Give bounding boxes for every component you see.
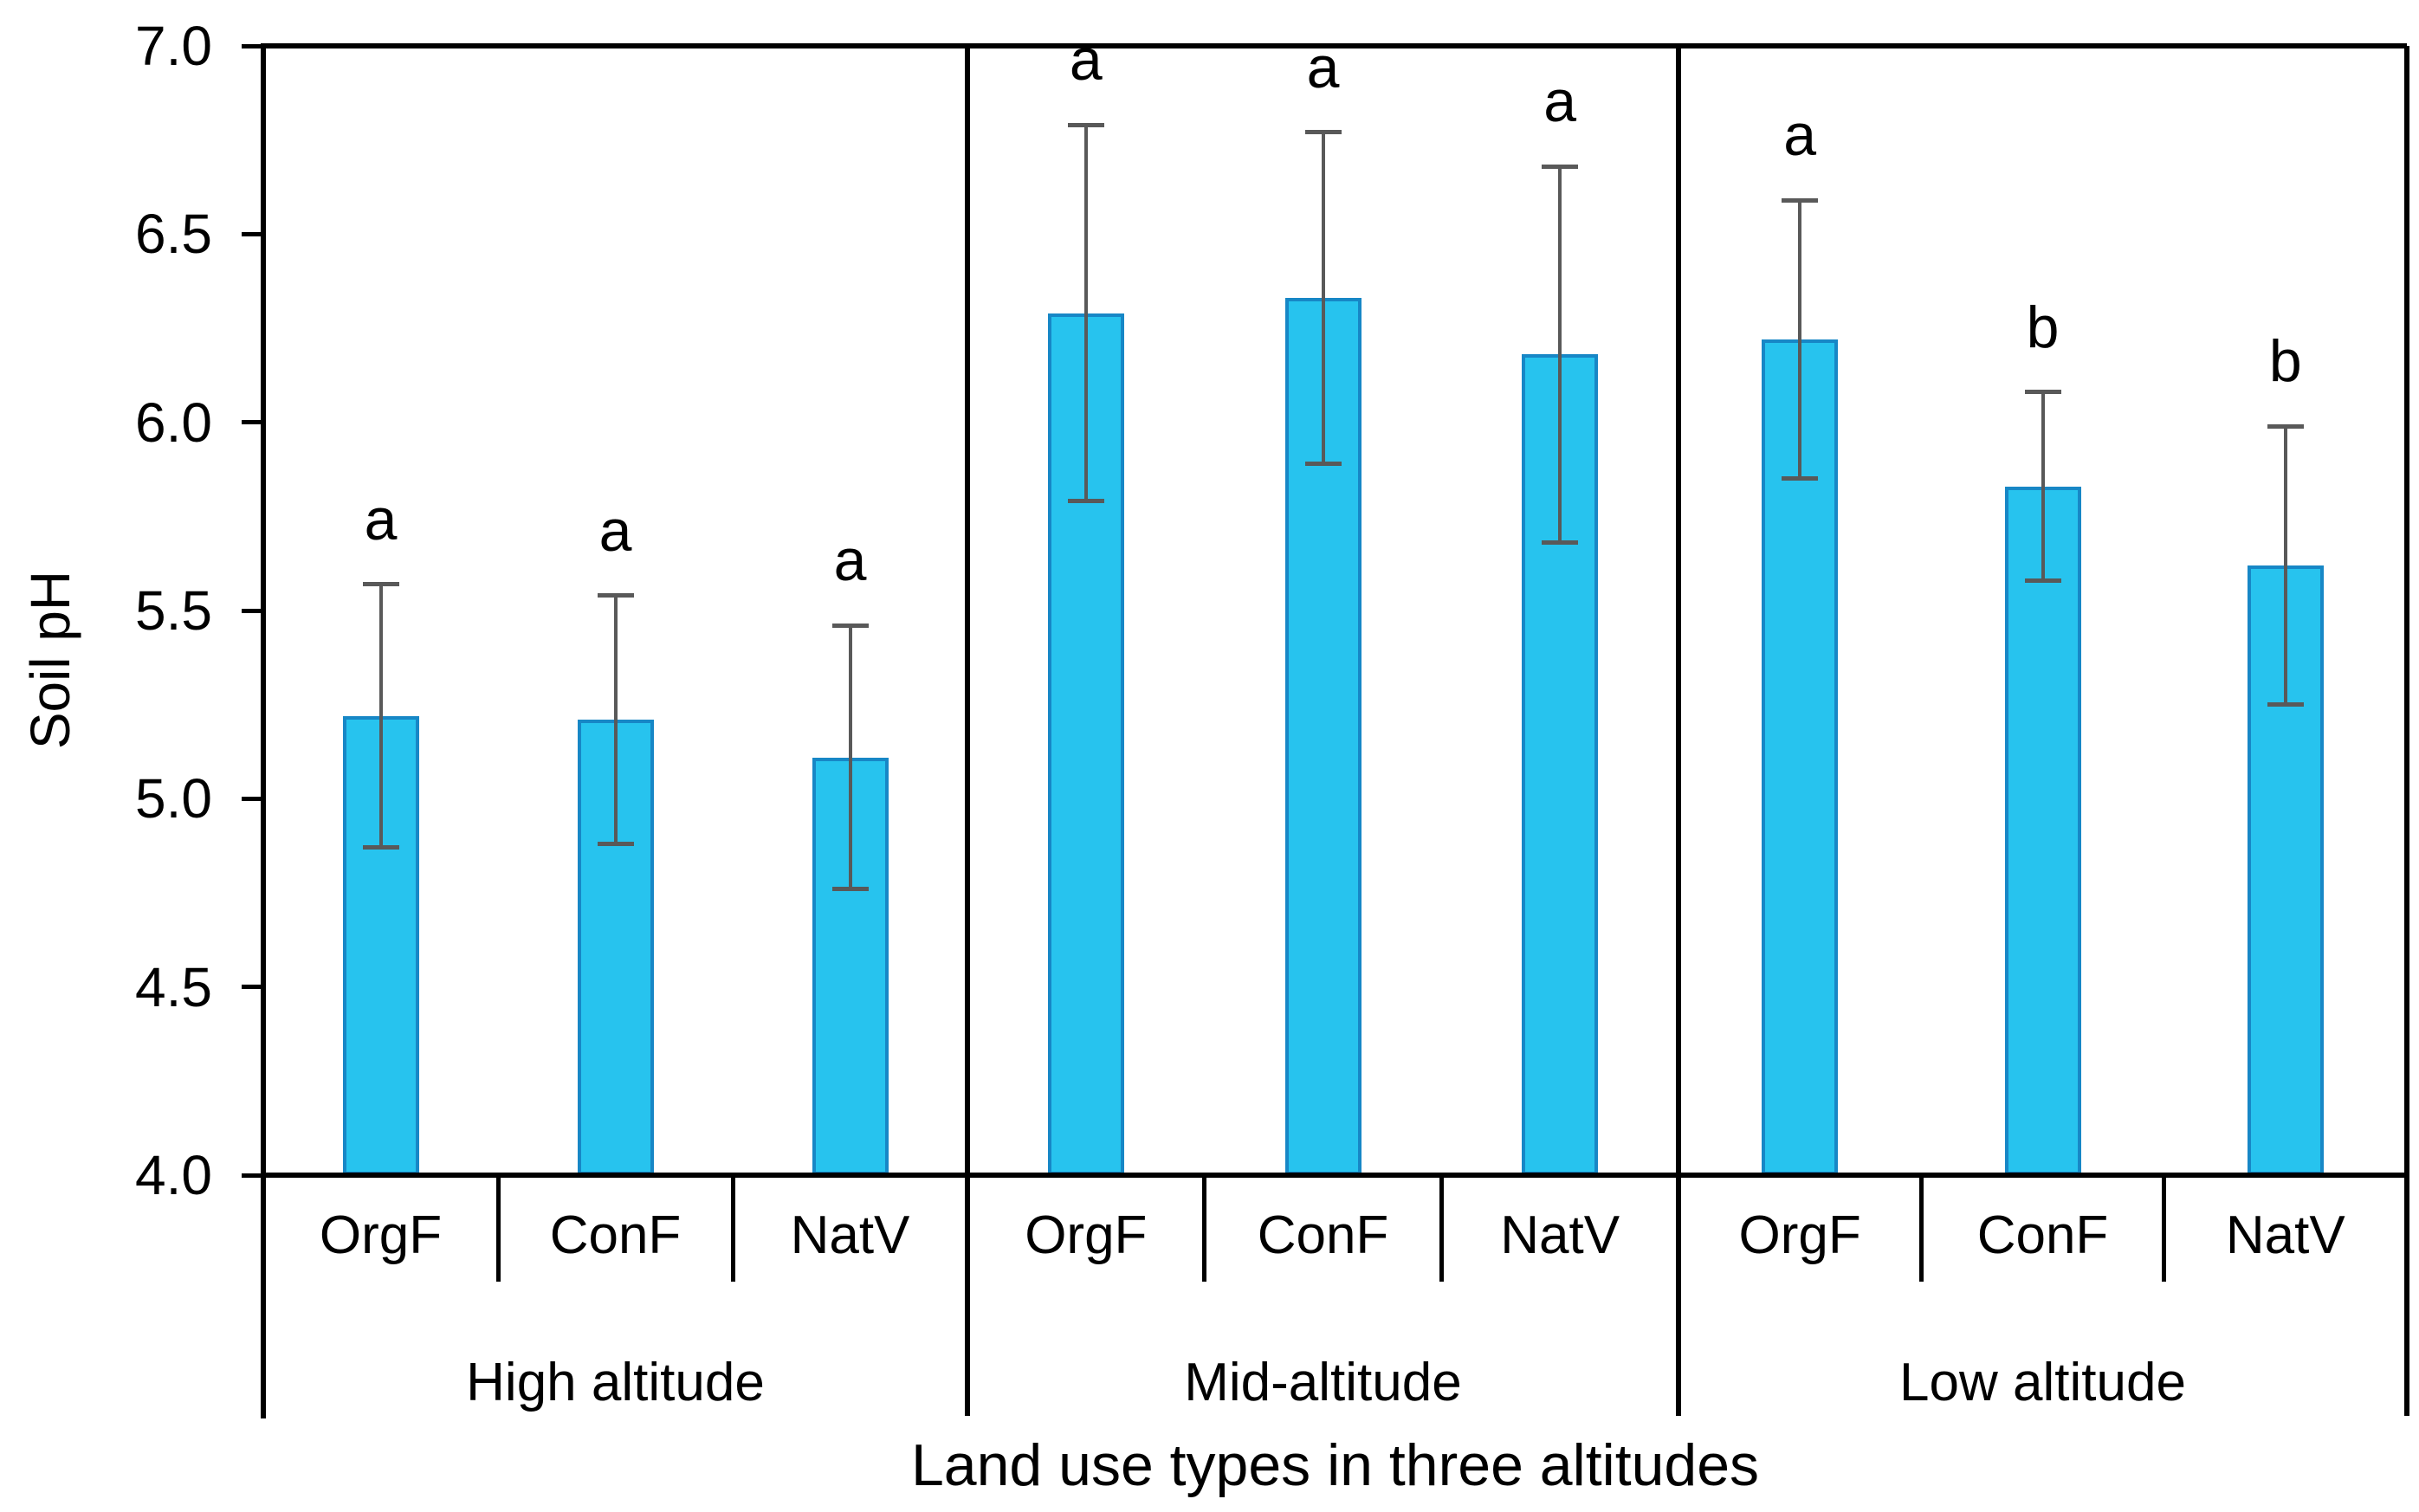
error-bar-top-cap [831, 623, 869, 628]
error-bar-top-cap [362, 582, 399, 587]
category-separator-tick [1918, 1175, 1924, 1282]
x-axis-title: Land use types in three altitudes [910, 1432, 1760, 1498]
error-bar-top-cap [1542, 164, 1579, 169]
y-tick-mark [242, 231, 263, 236]
significance-letter: a [1543, 68, 1577, 135]
category-label-orgf: OrgF [1025, 1205, 1148, 1265]
category-separator-tick [2162, 1175, 2167, 1282]
error-bar-bottom-cap [1067, 499, 1104, 504]
significance-letter: a [1306, 34, 1340, 100]
group-label-high-altitude: High altitude [466, 1353, 765, 1412]
group-label-low-altitude: Low altitude [1899, 1353, 2186, 1412]
error-bar-line [613, 595, 618, 844]
error-bar-bottom-cap [831, 887, 869, 892]
y-tick-mark [242, 608, 263, 613]
panel-divider-1 [965, 46, 970, 1416]
significance-letter: a [1783, 102, 1817, 169]
significance-letter: a [1069, 27, 1103, 94]
y-tick-label: 7.0 [135, 15, 212, 77]
y-tick-mark [242, 796, 263, 801]
bar-low-altitude-conf [2004, 486, 2081, 1175]
category-label-conf: ConF [549, 1205, 682, 1265]
y-tick-mark [242, 420, 263, 425]
error-bar-bottom-cap [1542, 540, 1579, 546]
error-bar-bottom-cap [2024, 578, 2061, 583]
group-label-mid-altitude: Mid-altitude [1184, 1353, 1462, 1412]
error-bar-bottom-cap [2267, 702, 2304, 708]
y-axis-line [261, 43, 266, 1418]
error-bar-line [2283, 426, 2287, 705]
y-tick-mark [242, 43, 263, 48]
plot-top-border [263, 43, 2407, 48]
y-axis-title: Soil pH [19, 570, 81, 750]
category-label-orgf: OrgF [1738, 1205, 1861, 1265]
error-bar-bottom-cap [1782, 476, 1819, 481]
category-label-natv: NatV [2225, 1205, 2345, 1265]
bar-low-altitude-orgf [1762, 339, 1839, 1175]
error-bar-top-cap [1782, 197, 1819, 203]
error-bar-line [1083, 125, 1088, 501]
error-bar-line [1558, 166, 1562, 543]
error-bar-line [1798, 200, 1802, 479]
error-bar-line [848, 625, 852, 889]
plot-right-border [2404, 46, 2409, 1416]
error-bar-line [2041, 391, 2045, 581]
significance-letter: a [833, 527, 867, 594]
error-bar-bottom-cap [1304, 461, 1342, 466]
y-tick-mark [242, 1173, 263, 1178]
error-bar-top-cap [597, 593, 634, 598]
category-separator-tick [730, 1175, 735, 1282]
error-bar-top-cap [2024, 390, 2061, 395]
y-tick-label: 6.0 [135, 391, 212, 454]
significance-letter: a [598, 497, 632, 564]
error-bar-top-cap [2267, 423, 2304, 429]
y-tick-label: 4.5 [135, 955, 212, 1018]
significance-letter: b [2268, 328, 2302, 394]
y-tick-mark [242, 985, 263, 990]
category-separator-tick [1439, 1175, 1444, 1282]
y-tick-label: 4.0 [135, 1144, 212, 1206]
significance-letter: b [2026, 294, 2060, 360]
category-label-orgf: OrgF [319, 1205, 443, 1265]
x-axis-line [261, 1173, 2409, 1178]
category-label-natv: NatV [790, 1205, 910, 1265]
error-bar-line [1321, 132, 1325, 464]
error-bar-top-cap [1067, 122, 1104, 127]
category-label-conf: ConF [1976, 1205, 2109, 1265]
panel-divider-2 [1676, 46, 1681, 1416]
significance-letter: a [364, 486, 398, 552]
error-bar-bottom-cap [597, 841, 634, 846]
category-label-conf: ConF [1257, 1205, 1389, 1265]
error-bar-bottom-cap [362, 845, 399, 850]
category-label-natv: NatV [1500, 1205, 1620, 1265]
error-bar-top-cap [1304, 130, 1342, 135]
error-bar-line [378, 584, 383, 848]
category-separator-tick [1202, 1175, 1207, 1282]
y-tick-label: 5.0 [135, 767, 212, 830]
category-separator-tick [495, 1175, 501, 1282]
y-tick-label: 6.5 [135, 203, 212, 266]
y-tick-label: 5.5 [135, 579, 212, 642]
